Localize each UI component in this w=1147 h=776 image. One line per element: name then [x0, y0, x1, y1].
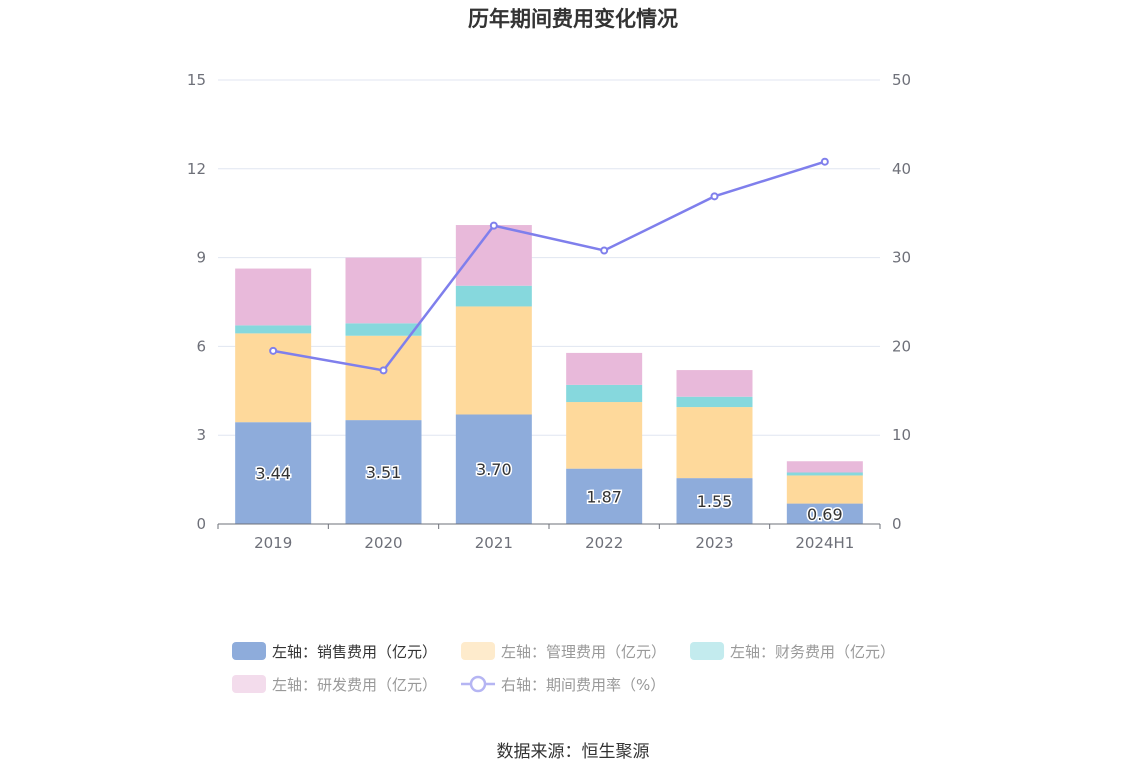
legend-item[interactable]: 左轴：研发费用（亿元） [232, 675, 437, 694]
legend[interactable]: 左轴：销售费用（亿元） 左轴：管理费用（亿元） 左轴：财务费用（亿元） 左轴：研发费用… [232, 642, 895, 694]
bar-segment-2-2024H1 [786, 475, 863, 504]
chart-title: 历年期间费用变化情况 [468, 7, 678, 31]
bar-segment-4-2024H1 [786, 461, 863, 473]
y-left-tick-label: 15 [187, 71, 206, 89]
grid-lines [218, 79, 880, 436]
y-left-tick-label: 6 [196, 337, 206, 355]
legend-swatch [461, 642, 496, 660]
bar-segment-4-2019 [235, 268, 312, 326]
legend-item[interactable]: 左轴：财务费用（亿元） [690, 642, 895, 661]
y-right-tick-label: 10 [892, 426, 911, 444]
y-left-tick-label: 3 [196, 426, 206, 444]
legend-item[interactable]: 左轴：销售费用（亿元） [232, 642, 437, 661]
legend-swatch [690, 642, 725, 660]
y-right-tick-label: 0 [892, 515, 902, 533]
bar-value-label: 1.87 [586, 487, 622, 506]
y-right-tick-label: 20 [892, 337, 911, 355]
bar-value-label: 3.51 [366, 463, 402, 482]
line-series [269, 157, 829, 375]
bar-value-label: 1.55 [697, 492, 733, 511]
bar-segment-3-2019 [235, 325, 312, 334]
line-point [489, 221, 498, 230]
bar-segment-1-2019 [235, 422, 312, 524]
bar-segment-4-2023 [676, 370, 753, 397]
bar-value-label: 3.44 [255, 464, 291, 483]
line-point [269, 346, 278, 355]
line-point [600, 246, 609, 255]
bar-segment-3-2022 [566, 384, 643, 403]
y-right-tick-label: 30 [892, 249, 911, 267]
y-right-axis: 0 10 20 30 40 50 [892, 71, 911, 533]
x-tick-label: 2019 [254, 534, 292, 552]
source-note: 数据来源：恒生聚源 [497, 742, 650, 762]
x-axis: 2019 2020 2021 2022 2023 2024H1 [217, 523, 881, 552]
y-left-axis: 0 3 6 9 12 15 [187, 71, 206, 533]
legend-label: 左轴：销售费用（亿元） [272, 643, 437, 661]
bar-segment-1-2024H1 [786, 503, 863, 524]
y-left-tick-label: 9 [196, 249, 206, 267]
legend-item[interactable]: 左轴：管理费用（亿元） [461, 642, 666, 661]
legend-label: 左轴：研发费用（亿元） [272, 676, 437, 694]
legend-marker-swatch [469, 675, 487, 693]
y-right-tick-label: 40 [892, 160, 911, 178]
bar-segment-2-2021 [455, 306, 532, 415]
legend-label: 左轴：财务费用（亿元） [730, 643, 895, 661]
bar-segment-1-2020 [345, 420, 422, 524]
bar-segment-3-2023 [676, 396, 753, 408]
bar-series [235, 225, 863, 524]
bar-segment-1-2022 [566, 468, 643, 524]
x-tick-label: 2021 [475, 534, 513, 552]
bar-segment-2-2020 [345, 335, 422, 421]
y-right-tick-label: 50 [892, 71, 911, 89]
bar-value-label: 3.70 [476, 460, 512, 479]
bar-segment-3-2021 [455, 285, 532, 307]
legend-swatch [232, 675, 266, 693]
x-tick-label: 2022 [585, 534, 623, 552]
legend-item[interactable]: 右轴：期间费用率（%） [461, 675, 665, 694]
bar-segment-2-2023 [676, 407, 753, 479]
line-point [820, 157, 829, 166]
legend-label: 左轴：管理费用（亿元） [501, 643, 666, 661]
bar-segment-4-2022 [566, 352, 643, 385]
x-tick-label: 2020 [364, 534, 402, 552]
bar-segment-1-2021 [455, 414, 532, 524]
x-tick-label: 2023 [695, 534, 733, 552]
legend-label: 右轴：期间费用率（%） [501, 676, 665, 694]
bar-segment-2-2022 [566, 402, 643, 469]
y-left-tick-label: 12 [187, 160, 206, 178]
bar-segment-1-2023 [676, 478, 753, 524]
bar-segment-4-2020 [345, 257, 422, 324]
bar-segment-3-2024H1 [786, 472, 863, 476]
line-rate-path [272, 160, 826, 372]
bar-segment-2-2019 [235, 333, 312, 423]
bar-segment-3-2020 [345, 323, 422, 336]
bar-data-labels: 3.44 3.51 3.70 1.87 1.55 0.69 [254, 459, 844, 526]
line-point [379, 366, 388, 375]
legend-swatch [232, 642, 266, 660]
y-left-tick-label: 0 [196, 515, 206, 533]
x-tick-label: 2024H1 [795, 534, 854, 552]
line-point [710, 192, 719, 201]
bar-segment-4-2021 [455, 225, 532, 286]
bar-value-label: 0.69 [807, 505, 843, 524]
